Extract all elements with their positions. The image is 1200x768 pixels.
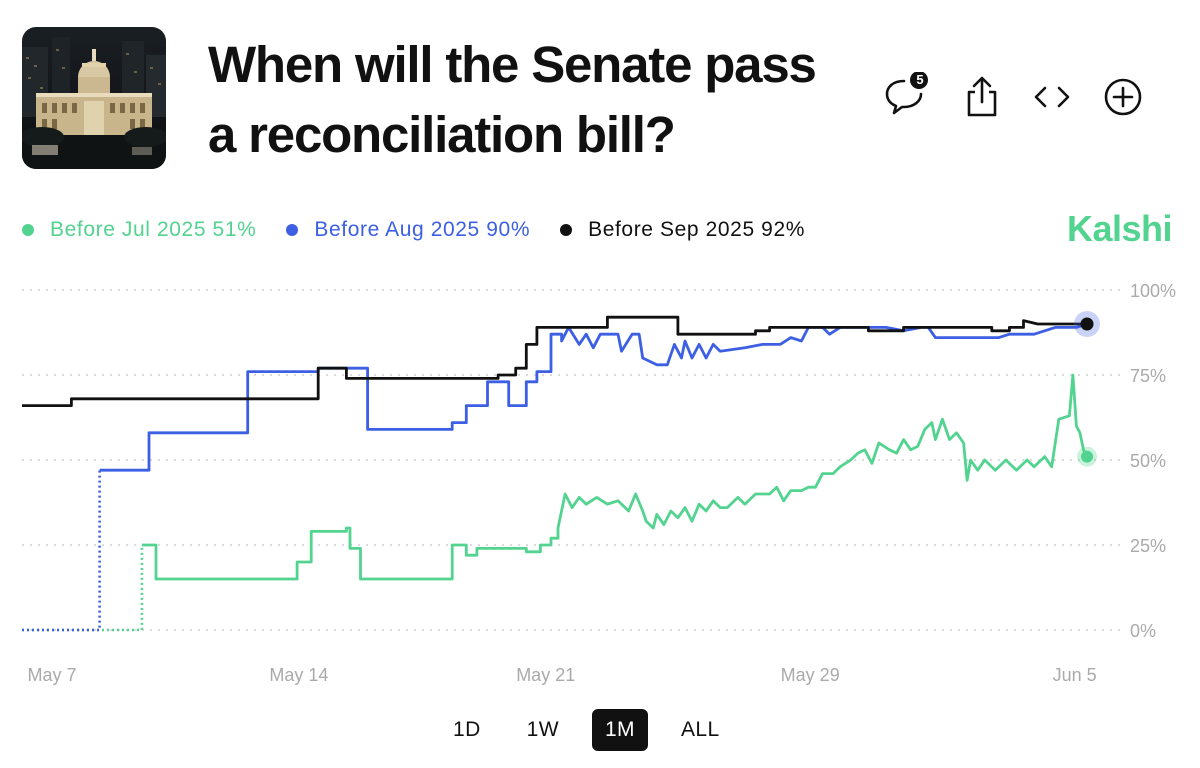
legend-dot xyxy=(560,224,573,236)
legend-label: Before Jul 2025 51% xyxy=(50,218,257,241)
legend-dot xyxy=(286,224,299,236)
brand-logo: Kalshi xyxy=(1066,208,1173,249)
share-icon xyxy=(967,76,997,117)
market-title: When will the Senate pass a reconciliati… xyxy=(208,36,817,163)
x-tick-label: May 7 xyxy=(27,665,76,685)
legend-item-aug[interactable]: Before Aug 2025 90% xyxy=(286,218,530,242)
time-range-selector: 1D 1W 1M ALL xyxy=(440,709,753,751)
series-line-before-jul-2025 xyxy=(141,373,1089,581)
endpoint-marker-before-sep-2025 xyxy=(1080,317,1094,331)
embed-button[interactable] xyxy=(1026,72,1078,124)
legend-label: Before Sep 2025 92% xyxy=(588,218,805,241)
market-thumbnail xyxy=(22,27,166,169)
x-tick-label: Jun 5 xyxy=(1053,665,1097,685)
x-tick-label: May 29 xyxy=(781,665,840,685)
series-line-before-sep-2025 xyxy=(22,315,1087,407)
price-history-chart[interactable]: 0% 25% 50% 75% 100% May 7 May 14 May 21 May 29 Ju… xyxy=(0,270,1200,695)
range-button-1w[interactable]: 1W xyxy=(526,718,559,741)
series-line-dotted-before-jul-2025 xyxy=(22,545,144,632)
y-tick-label: 100% xyxy=(1130,281,1176,301)
add-icon xyxy=(1104,78,1142,116)
series-line-dotted-before-aug-2025 xyxy=(22,470,101,632)
comment-count-badge: 5 xyxy=(916,72,924,87)
share-button[interactable] xyxy=(956,72,1008,124)
x-tick-label: May 21 xyxy=(516,665,575,685)
capitol-building-image xyxy=(22,27,166,169)
legend-item-sep[interactable]: Before Sep 2025 92% xyxy=(560,218,805,242)
legend-item-jul[interactable]: Before Jul 2025 51% xyxy=(22,218,256,242)
legend-label: Before Aug 2025 90% xyxy=(314,218,531,241)
y-tick-label: 75% xyxy=(1130,366,1166,386)
range-button-1d[interactable]: 1D xyxy=(453,718,481,741)
range-button-1m[interactable]: 1M xyxy=(591,709,648,751)
range-button-all[interactable]: ALL xyxy=(680,718,720,741)
chart-legend: Before Jul 2025 51% Before Aug 2025 90% … xyxy=(22,215,835,245)
endpoint-marker-before-jul-2025 xyxy=(1081,450,1093,463)
comment-icon xyxy=(885,71,928,115)
y-tick-label: 0% xyxy=(1130,621,1156,641)
x-tick-label: May 14 xyxy=(269,665,328,685)
embed-icon xyxy=(1034,86,1070,108)
y-tick-label: 25% xyxy=(1130,536,1166,556)
series-line-before-aug-2025 xyxy=(99,322,1088,472)
add-button[interactable] xyxy=(1097,72,1149,124)
y-tick-label: 50% xyxy=(1130,451,1166,471)
comment-button[interactable]: 5 xyxy=(880,71,932,124)
legend-dot xyxy=(22,224,34,236)
